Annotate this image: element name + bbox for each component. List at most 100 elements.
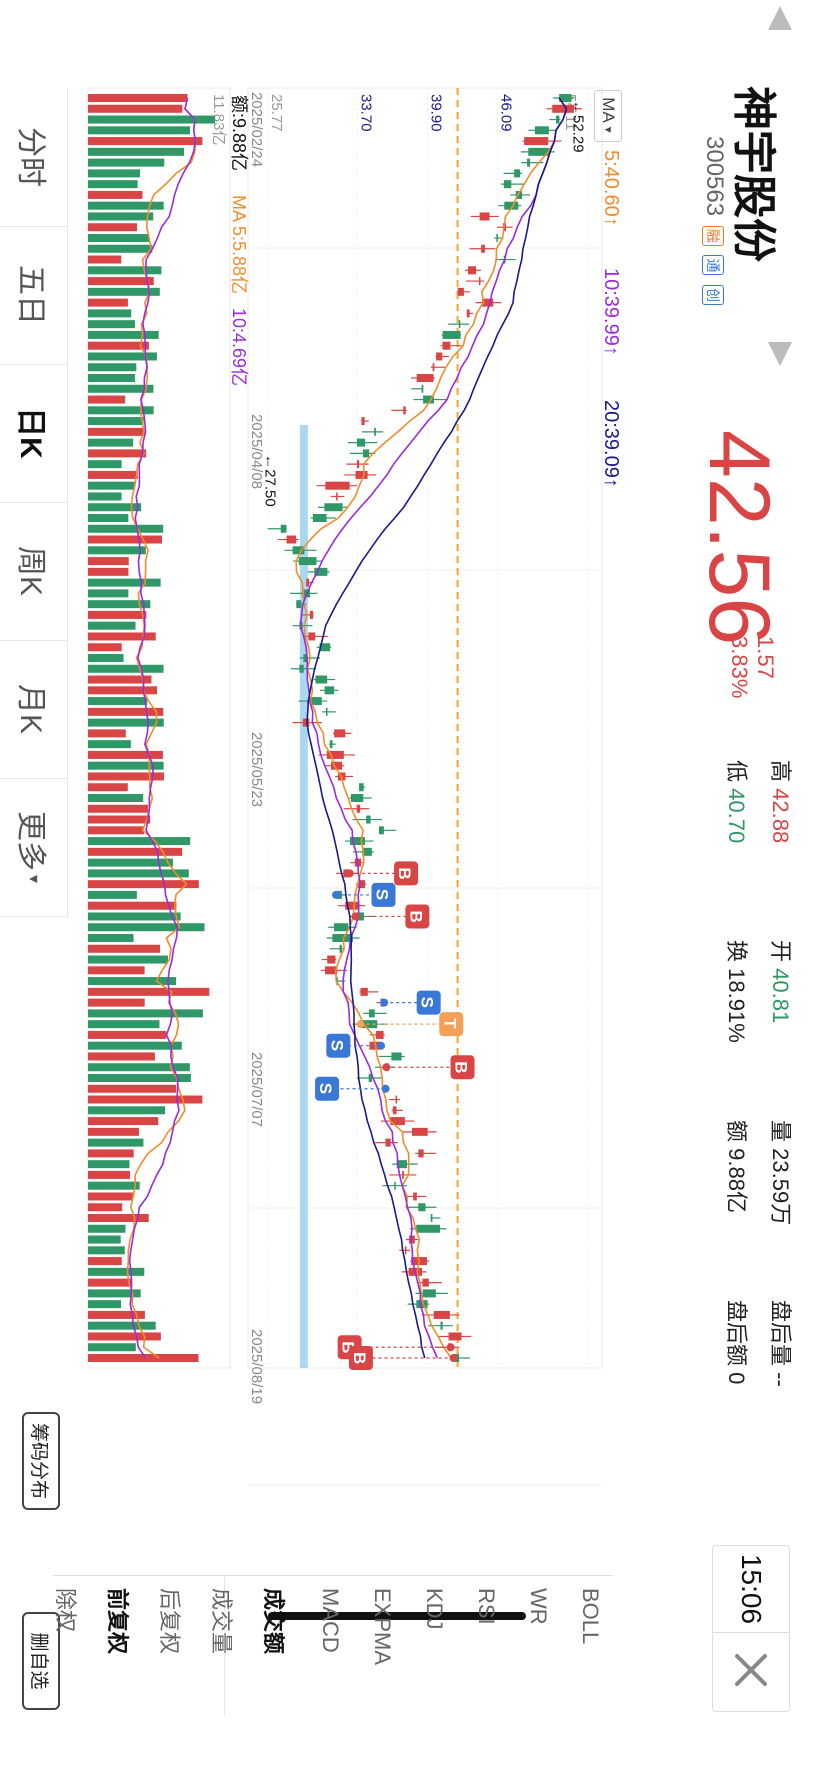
volume-bar bbox=[87, 901, 177, 910]
indicator-10[interactable]: BOLL bbox=[578, 1588, 603, 1645]
date-label: 2025/07/07 bbox=[248, 1052, 265, 1127]
period-tab-label: 月K bbox=[14, 683, 47, 734]
candle-body bbox=[360, 987, 368, 996]
volume-bar bbox=[88, 212, 154, 221]
period-tab-2[interactable]: 日K bbox=[0, 364, 68, 503]
volume-bar bbox=[87, 869, 189, 878]
volume-bar bbox=[87, 320, 136, 329]
candle-body bbox=[366, 815, 371, 824]
signal-label: S bbox=[418, 997, 437, 1008]
volume-bar bbox=[87, 1246, 125, 1255]
candle-body bbox=[534, 126, 549, 135]
volume-bar bbox=[88, 718, 164, 727]
volume-bar bbox=[87, 481, 135, 490]
indicator-8[interactable]: RSI bbox=[474, 1588, 499, 1625]
signal-dot bbox=[332, 890, 341, 899]
candle-body bbox=[312, 514, 327, 522]
volume-bar bbox=[88, 567, 129, 576]
candle-body bbox=[325, 707, 328, 716]
volume-legend-amount: 额:9.88亿 bbox=[229, 95, 249, 172]
indicator-4[interactable]: 成交额 bbox=[261, 1588, 286, 1655]
volume-bar bbox=[87, 126, 190, 135]
candle-body bbox=[430, 1214, 433, 1222]
indicator-6[interactable]: EXPMA bbox=[370, 1588, 395, 1666]
period-tab-1[interactable]: 五日 bbox=[0, 226, 68, 365]
signal-badge bbox=[315, 1076, 340, 1101]
candle-body bbox=[375, 1030, 384, 1039]
indicator-1[interactable]: 前复权 bbox=[105, 1588, 130, 1655]
volume-bar bbox=[88, 406, 154, 415]
signal-label: S bbox=[373, 889, 392, 900]
volume-bar bbox=[88, 686, 157, 695]
volume-bar bbox=[88, 783, 128, 792]
signal-badge bbox=[450, 1055, 475, 1080]
volume-bar bbox=[88, 772, 165, 781]
volume-bar bbox=[88, 234, 150, 242]
volume-bar bbox=[88, 740, 131, 749]
candle-body bbox=[528, 147, 550, 156]
volume-bar bbox=[87, 654, 124, 662]
candle-body bbox=[440, 1321, 443, 1330]
volume-bar bbox=[88, 180, 138, 189]
indicator-5[interactable]: MACD bbox=[318, 1588, 343, 1653]
volume-bar bbox=[87, 1278, 133, 1287]
candle-body bbox=[336, 492, 338, 501]
period-tab-label: 周K bbox=[14, 545, 47, 596]
close-icon[interactable] bbox=[729, 1648, 773, 1692]
candle-body bbox=[359, 783, 364, 792]
volume-bar bbox=[87, 794, 144, 802]
candle-body bbox=[422, 1289, 436, 1298]
volume-bar bbox=[88, 147, 185, 156]
signal-label: T bbox=[440, 1018, 459, 1029]
volume-bar bbox=[88, 1074, 191, 1082]
volume-bar bbox=[87, 826, 144, 835]
volume-bar bbox=[87, 524, 164, 533]
candle-body bbox=[524, 137, 549, 146]
chip-distribution-button[interactable]: 筹码分布 bbox=[22, 1412, 60, 1510]
candle-body bbox=[394, 1181, 396, 1190]
period-tab-5[interactable]: 更多 ▾ bbox=[0, 778, 68, 917]
volume-bar bbox=[88, 104, 183, 113]
volume-bar bbox=[88, 697, 148, 706]
signal-badge bbox=[394, 861, 419, 886]
candle-body bbox=[416, 1224, 440, 1233]
date-label: 2025/02/24 bbox=[248, 92, 265, 167]
candle-body bbox=[319, 643, 331, 652]
volume-bar bbox=[87, 890, 137, 899]
time-box: 15:06 bbox=[712, 1545, 790, 1712]
candle-body bbox=[442, 341, 451, 350]
indicator-7[interactable]: KDJ bbox=[422, 1588, 447, 1630]
volume-bar bbox=[87, 632, 156, 641]
volume-bar bbox=[88, 1160, 130, 1169]
indicator-0[interactable]: 除权 bbox=[53, 1588, 78, 1633]
signal-badge bbox=[371, 882, 396, 907]
ma20-line bbox=[306, 97, 568, 1359]
volume-bar bbox=[88, 955, 169, 964]
indicator-3[interactable]: 成交量 bbox=[209, 1588, 234, 1655]
candle-body bbox=[350, 794, 364, 802]
candle-body bbox=[467, 266, 477, 275]
signal-dot bbox=[446, 1343, 455, 1352]
candle-body bbox=[325, 966, 338, 975]
volume-bar bbox=[88, 1203, 123, 1212]
next-stock-icon[interactable] bbox=[762, 336, 798, 372]
volume-bar bbox=[87, 1235, 121, 1244]
candle-body bbox=[448, 1332, 462, 1341]
volume-bar bbox=[88, 1343, 136, 1352]
period-tab-3[interactable]: 周K bbox=[0, 502, 68, 641]
signal-dot bbox=[382, 1063, 391, 1072]
period-tab-label: 五日 bbox=[14, 265, 47, 325]
period-tab-0[interactable]: 分时 bbox=[0, 88, 68, 227]
candle-body bbox=[356, 460, 360, 469]
candle-body bbox=[362, 449, 370, 458]
ma10-line bbox=[299, 97, 568, 1359]
candle-body bbox=[552, 104, 574, 113]
indicator-9[interactable]: WR bbox=[526, 1588, 551, 1625]
indicator-2[interactable]: 后复权 bbox=[157, 1588, 182, 1655]
volume-bar bbox=[88, 1310, 145, 1319]
prev-stock-icon[interactable] bbox=[762, 0, 798, 36]
candle-body bbox=[514, 169, 520, 178]
volume-bar bbox=[87, 363, 137, 372]
period-tab-4[interactable]: 月K bbox=[0, 640, 68, 779]
